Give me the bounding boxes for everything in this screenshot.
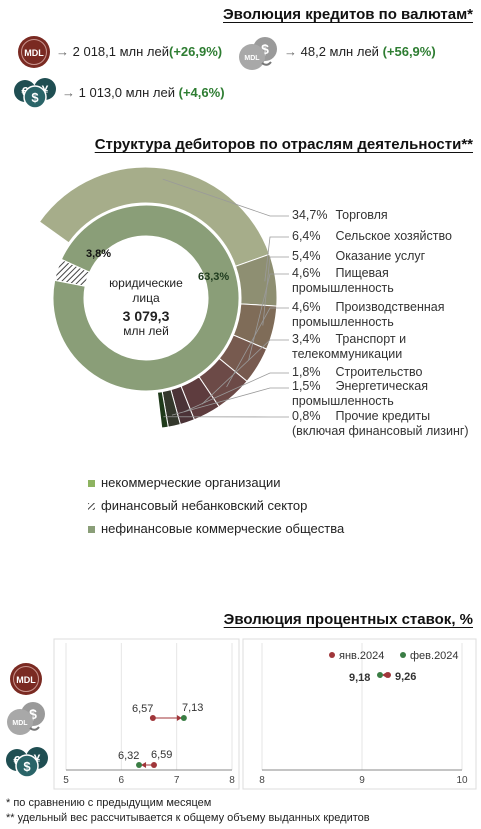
fx-feb-value-label: 6,32 [118, 750, 139, 762]
legend-nonfinancial-commercial: нефинансовые коммерческие общества [88, 521, 344, 536]
rates-section-title: Эволюция процентных ставок, % [223, 611, 473, 628]
left-tick-label: 7 [174, 775, 180, 786]
outer-label-agriculture: 6,4% Сельское хозяйство [292, 229, 452, 243]
interest-rates-chart: 5 6 7 8 8 9 10 янв.2024 фев.2024 6,57 7,13 6,3… [53, 638, 477, 790]
svg-text:MDL: MDL [12, 720, 28, 727]
footnote-1: * по сравнению с предыдущим месяцем [6, 797, 212, 809]
mdl-jan-value-label: 6,57 [132, 703, 153, 715]
linked-change: (+56,9%) [382, 44, 436, 59]
usd-jan-value-label: 9,26 [395, 671, 416, 683]
svg-text:$: $ [261, 41, 269, 57]
legend-swatch-hatched [88, 503, 95, 511]
svg-text:$: $ [23, 759, 31, 774]
leader-lines [162, 178, 289, 418]
right-tick-label: 8 [259, 775, 265, 786]
leader-line-energy [171, 387, 289, 416]
rates-marks [136, 672, 391, 768]
center-label-line1: юридические [109, 276, 183, 290]
mdl-amount: 2 018,1 млн лей [72, 44, 170, 59]
legend-financial-nonbank: финансовый небанковский сектор [88, 498, 307, 513]
mdl-coin-icon: MDL [18, 36, 50, 68]
outer-label-other-credits: 0,8% Прочие кредиты (включая финансовый л… [292, 409, 469, 438]
outer-label-services: 5,4% Оказание услуг [292, 249, 426, 263]
legend-label-jan: янв.2024 [339, 650, 384, 662]
leader-line-food-industry [248, 273, 289, 361]
linked-amount: 48,2 млн лей [300, 44, 379, 59]
svg-text:¥: ¥ [34, 752, 41, 766]
right-tick-label: 10 [456, 775, 468, 786]
svg-text:MDL: MDL [244, 55, 260, 62]
leader-line-manufacturing [226, 307, 289, 388]
mdl-linked-coin-icon: $ MDL [239, 37, 277, 70]
outer-label-food-industry: 4,6% Пищевая промышленность [292, 266, 394, 295]
fx-jan-point [150, 762, 157, 768]
svg-text:$: $ [29, 706, 37, 722]
legend-nonprofit: некоммерческие организации [88, 475, 281, 490]
legend-swatch-commercial [88, 526, 95, 534]
left-tick-label: 5 [63, 775, 69, 786]
center-value: 3 079,3 [123, 308, 170, 324]
legend-swatch-nonprofit [88, 480, 95, 488]
left-tick-label: 8 [229, 775, 235, 786]
inner-slice-nonfinancial-commercial [52, 204, 240, 392]
rates-gridlines [65, 643, 463, 770]
inner-ring [52, 204, 240, 392]
svg-text:MDL: MDL [24, 48, 44, 58]
right-tick-label: 9 [359, 775, 365, 786]
currency-section-title: Эволюция кредитов по валютам* [223, 6, 473, 23]
left-tick-label: 6 [119, 775, 125, 786]
fx-jan-value-label: 6,59 [151, 749, 172, 761]
rates-mdl-linked-coin-icon: $ MDL [7, 702, 45, 735]
outer-label-energy: 1,5% Энергетическая промышленность [292, 379, 428, 408]
inner-label-big: 63,3% [198, 271, 229, 283]
mdl-feb-point [180, 715, 187, 721]
structure-section-title: Структура дебиторов по отраслям деятельн… [94, 136, 473, 153]
legend-label-feb: фев.2024 [410, 650, 459, 662]
rates-axes: 5 6 7 8 8 9 10 [63, 769, 468, 786]
center-unit: млн лей [123, 324, 169, 338]
outer-ring [38, 166, 278, 429]
usd-feb-point [377, 672, 383, 678]
legend-marker-feb [400, 652, 406, 658]
rates-foreign-coins-icon: € ¥ $ [6, 747, 48, 778]
leader-line-services [262, 256, 289, 326]
mdl-arrow-head [176, 715, 182, 721]
leader-line-construction [183, 372, 289, 413]
currency-summary-foreign: → 1 013,0 млн лей (+4,6%) [62, 85, 225, 100]
rates-mdl-coin-icon: MDL [10, 663, 42, 695]
outer-label-transport: 3,4% Транспорт и телекоммуникации [292, 332, 407, 361]
leader-line-trade [162, 178, 289, 217]
outer-label-manufacturing: 4,6% Производственная промышленность [292, 300, 445, 329]
usd-feb-value-label: 9,18 [349, 672, 370, 684]
outer-label-construction: 1,8% Строительство [292, 365, 423, 379]
fx-feb-point [136, 762, 143, 768]
legend-marker-jan [329, 652, 335, 658]
mdl-jan-point [149, 715, 156, 721]
svg-text:¥: ¥ [42, 83, 49, 97]
left-panel [53, 638, 240, 790]
leader-line-transport [201, 339, 289, 405]
foreign-currency-coins-icon: € ¥ $ [14, 78, 56, 109]
center-label-line2: лица [132, 291, 160, 305]
outer-slice-other-credits [156, 391, 169, 429]
mdl-change: (+26,9%) [169, 44, 223, 59]
currency-summary-linked: → 48,2 млн лей (+56,9%) [284, 44, 436, 59]
debtors-structure-donut-chart: юридические лица 3 079,3 млн лей 3,8% 63… [38, 166, 289, 429]
fx-arrow-head [141, 762, 147, 768]
foreign-change: (+4,6%) [178, 85, 225, 100]
inner-label-small: 3,8% [86, 248, 111, 260]
right-panel [242, 638, 477, 790]
usd-jan-point [385, 672, 391, 678]
footnote-2: ** удельный вес рассчитывается к общему … [6, 812, 370, 824]
currency-summary-mdl: → 2 018,1 млн лей(+26,9%) [56, 44, 223, 59]
outer-label-trade: 34,7% Торговля [292, 208, 388, 222]
svg-text:MDL: MDL [16, 675, 36, 685]
leader-line-agriculture [264, 236, 289, 282]
mdl-feb-value-label: 7,13 [182, 702, 203, 714]
foreign-amount: 1 013,0 млн лей [78, 85, 176, 100]
svg-text:$: $ [31, 90, 39, 105]
